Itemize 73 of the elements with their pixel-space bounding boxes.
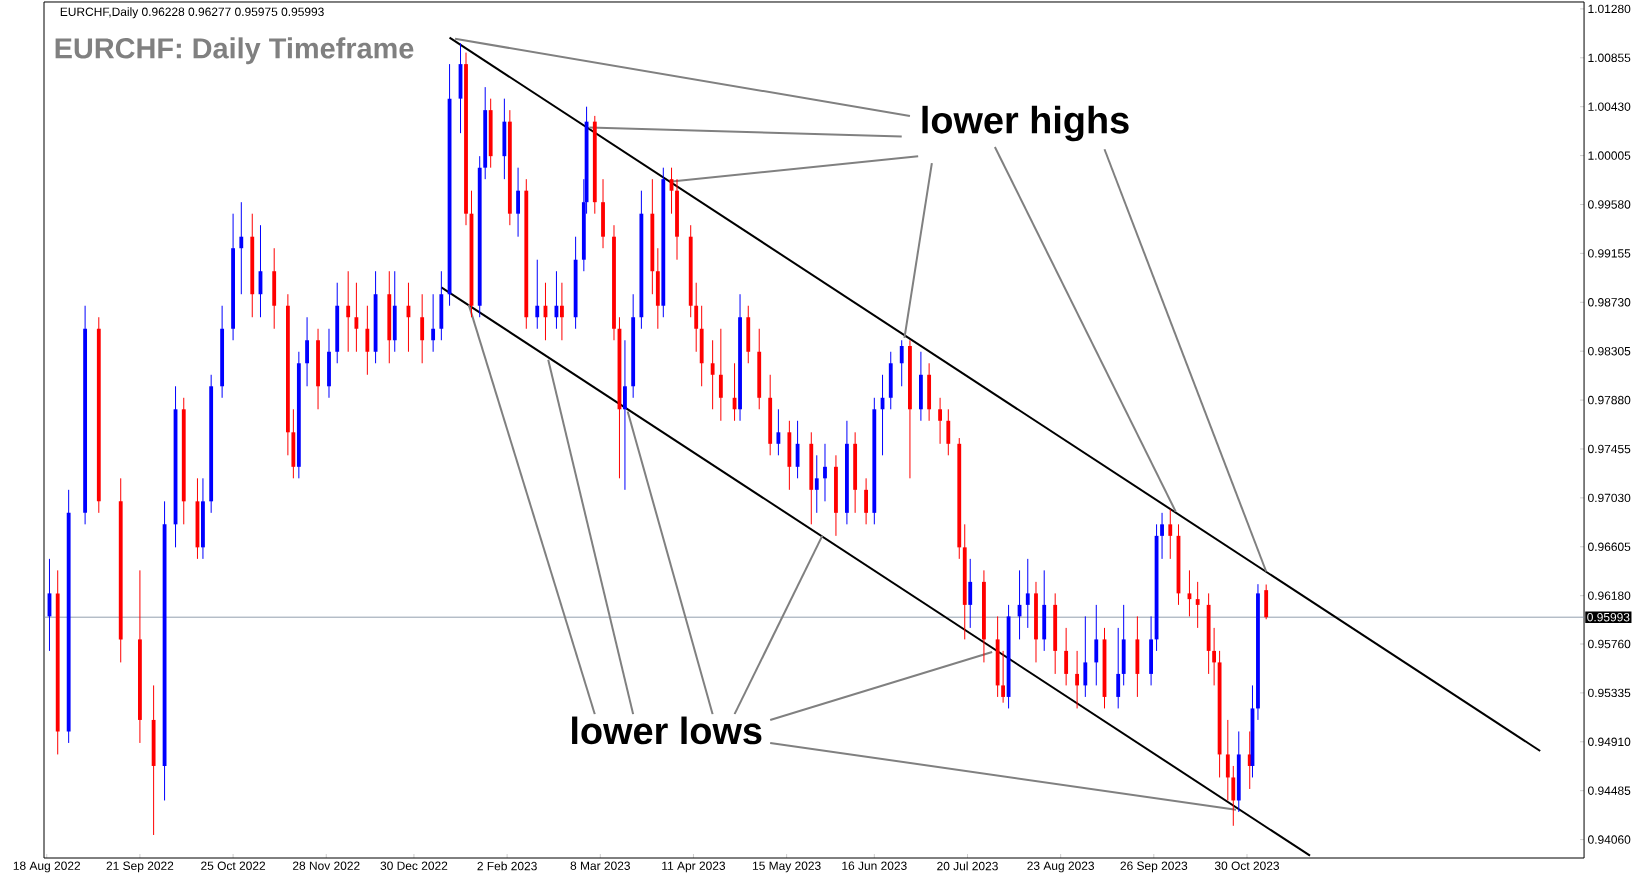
y-tick-label: 0.97880 (1588, 395, 1631, 405)
candlestick (899, 339, 904, 387)
x-tick-label: 18 Aug 2022 (13, 861, 81, 873)
candlestick (718, 328, 723, 422)
y-tick-label: 0.94060 (1588, 835, 1631, 844)
candlestick (431, 293, 436, 353)
candlestick (710, 339, 715, 410)
candlestick (239, 201, 244, 295)
candlestick (420, 293, 425, 364)
y-tick-label: 0.94910 (1588, 737, 1631, 747)
y-tick-label: 0.98305 (1588, 346, 1631, 356)
candlestick (1231, 765, 1236, 827)
y-tick-label: 0.99155 (1588, 249, 1631, 258)
candlestick (1225, 719, 1230, 801)
candlestick (346, 270, 351, 353)
y-tick-label: 1.01280 (1588, 4, 1631, 14)
chart-subtitle: EURCHF,Daily 0.96228 0.96277 0.95975 0.95993 (60, 7, 324, 19)
x-tick-label: 25 Oct 2022 (201, 861, 266, 870)
text: EURCHF: Daily Timeframe (55, 37, 414, 65)
annotation: lower lows (572, 716, 762, 745)
candlestick (305, 316, 309, 387)
candlestick (814, 454, 819, 514)
x-tick-label: 30 Dec 2022 (380, 861, 448, 870)
candlestick (1001, 650, 1006, 704)
candlestick (1160, 512, 1164, 560)
x-tick-label: 30 Oct 2023 (1214, 861, 1280, 870)
candlestick (1168, 508, 1173, 560)
candlestick (1075, 650, 1080, 709)
candlestick (946, 408, 951, 456)
y-tick-label: 0.97030 (1588, 493, 1631, 503)
candlestick (623, 339, 627, 491)
candlestick (864, 477, 869, 525)
candlestick (795, 420, 800, 479)
annotation: lower highs (922, 105, 1129, 142)
x-tick-label: 11 Apr 2023 (662, 861, 726, 873)
candlestick (938, 397, 942, 445)
x-tick-label: 23 Aug 2023 (1027, 861, 1095, 873)
candlestick (1064, 627, 1069, 686)
candlestick (354, 282, 359, 353)
x-tick-label: 28 Nov 2022 (292, 861, 360, 870)
y-tick-label: 1.00855 (1588, 53, 1631, 63)
y-tick-label: 0.97455 (1588, 444, 1631, 454)
candlestick (823, 443, 827, 502)
candlestick (1116, 627, 1121, 709)
candlestick (1212, 627, 1217, 686)
x-tick-label: 20 Jul 2023 (937, 861, 998, 871)
candlestick (776, 408, 781, 456)
candlestick (694, 282, 699, 353)
x-tick-label: 15 May 2023 (752, 861, 821, 873)
candlestick (560, 282, 564, 341)
y-tick-label: 0.98730 (1588, 298, 1631, 307)
candlestick (968, 558, 973, 629)
y-tick-label: 0.95335 (1588, 688, 1631, 698)
candlestick (1025, 558, 1030, 629)
candlestick (1094, 604, 1099, 686)
candlestick (1195, 581, 1200, 629)
candlestick (1083, 615, 1088, 698)
y-tick-label: 0.96180 (1588, 591, 1631, 600)
y-tick-label: 0.96605 (1588, 542, 1631, 551)
y-tick-label: 1.00430 (1588, 102, 1631, 111)
x-tick-label: 2 Feb 2023 (477, 861, 537, 871)
x-tick-label: 16 Jun 2023 (842, 861, 907, 870)
candlestick (535, 259, 540, 330)
ref-line-label: 0.95993 (1587, 612, 1630, 622)
y-tick-label: 0.94485 (1588, 786, 1631, 795)
x-tick-label: 21 Sep 2022 (106, 861, 174, 873)
y-tick-label: 1.00005 (1588, 151, 1631, 160)
y-tick-label: 0.95760 (1588, 639, 1631, 649)
candlestick (516, 167, 520, 238)
x-tick-label: 8 Mar 2023 (570, 861, 630, 870)
x-tick-label: 26 Sep 2023 (1120, 861, 1188, 873)
y-tick-label: 0.99580 (1588, 200, 1631, 209)
candlestick (365, 305, 370, 376)
